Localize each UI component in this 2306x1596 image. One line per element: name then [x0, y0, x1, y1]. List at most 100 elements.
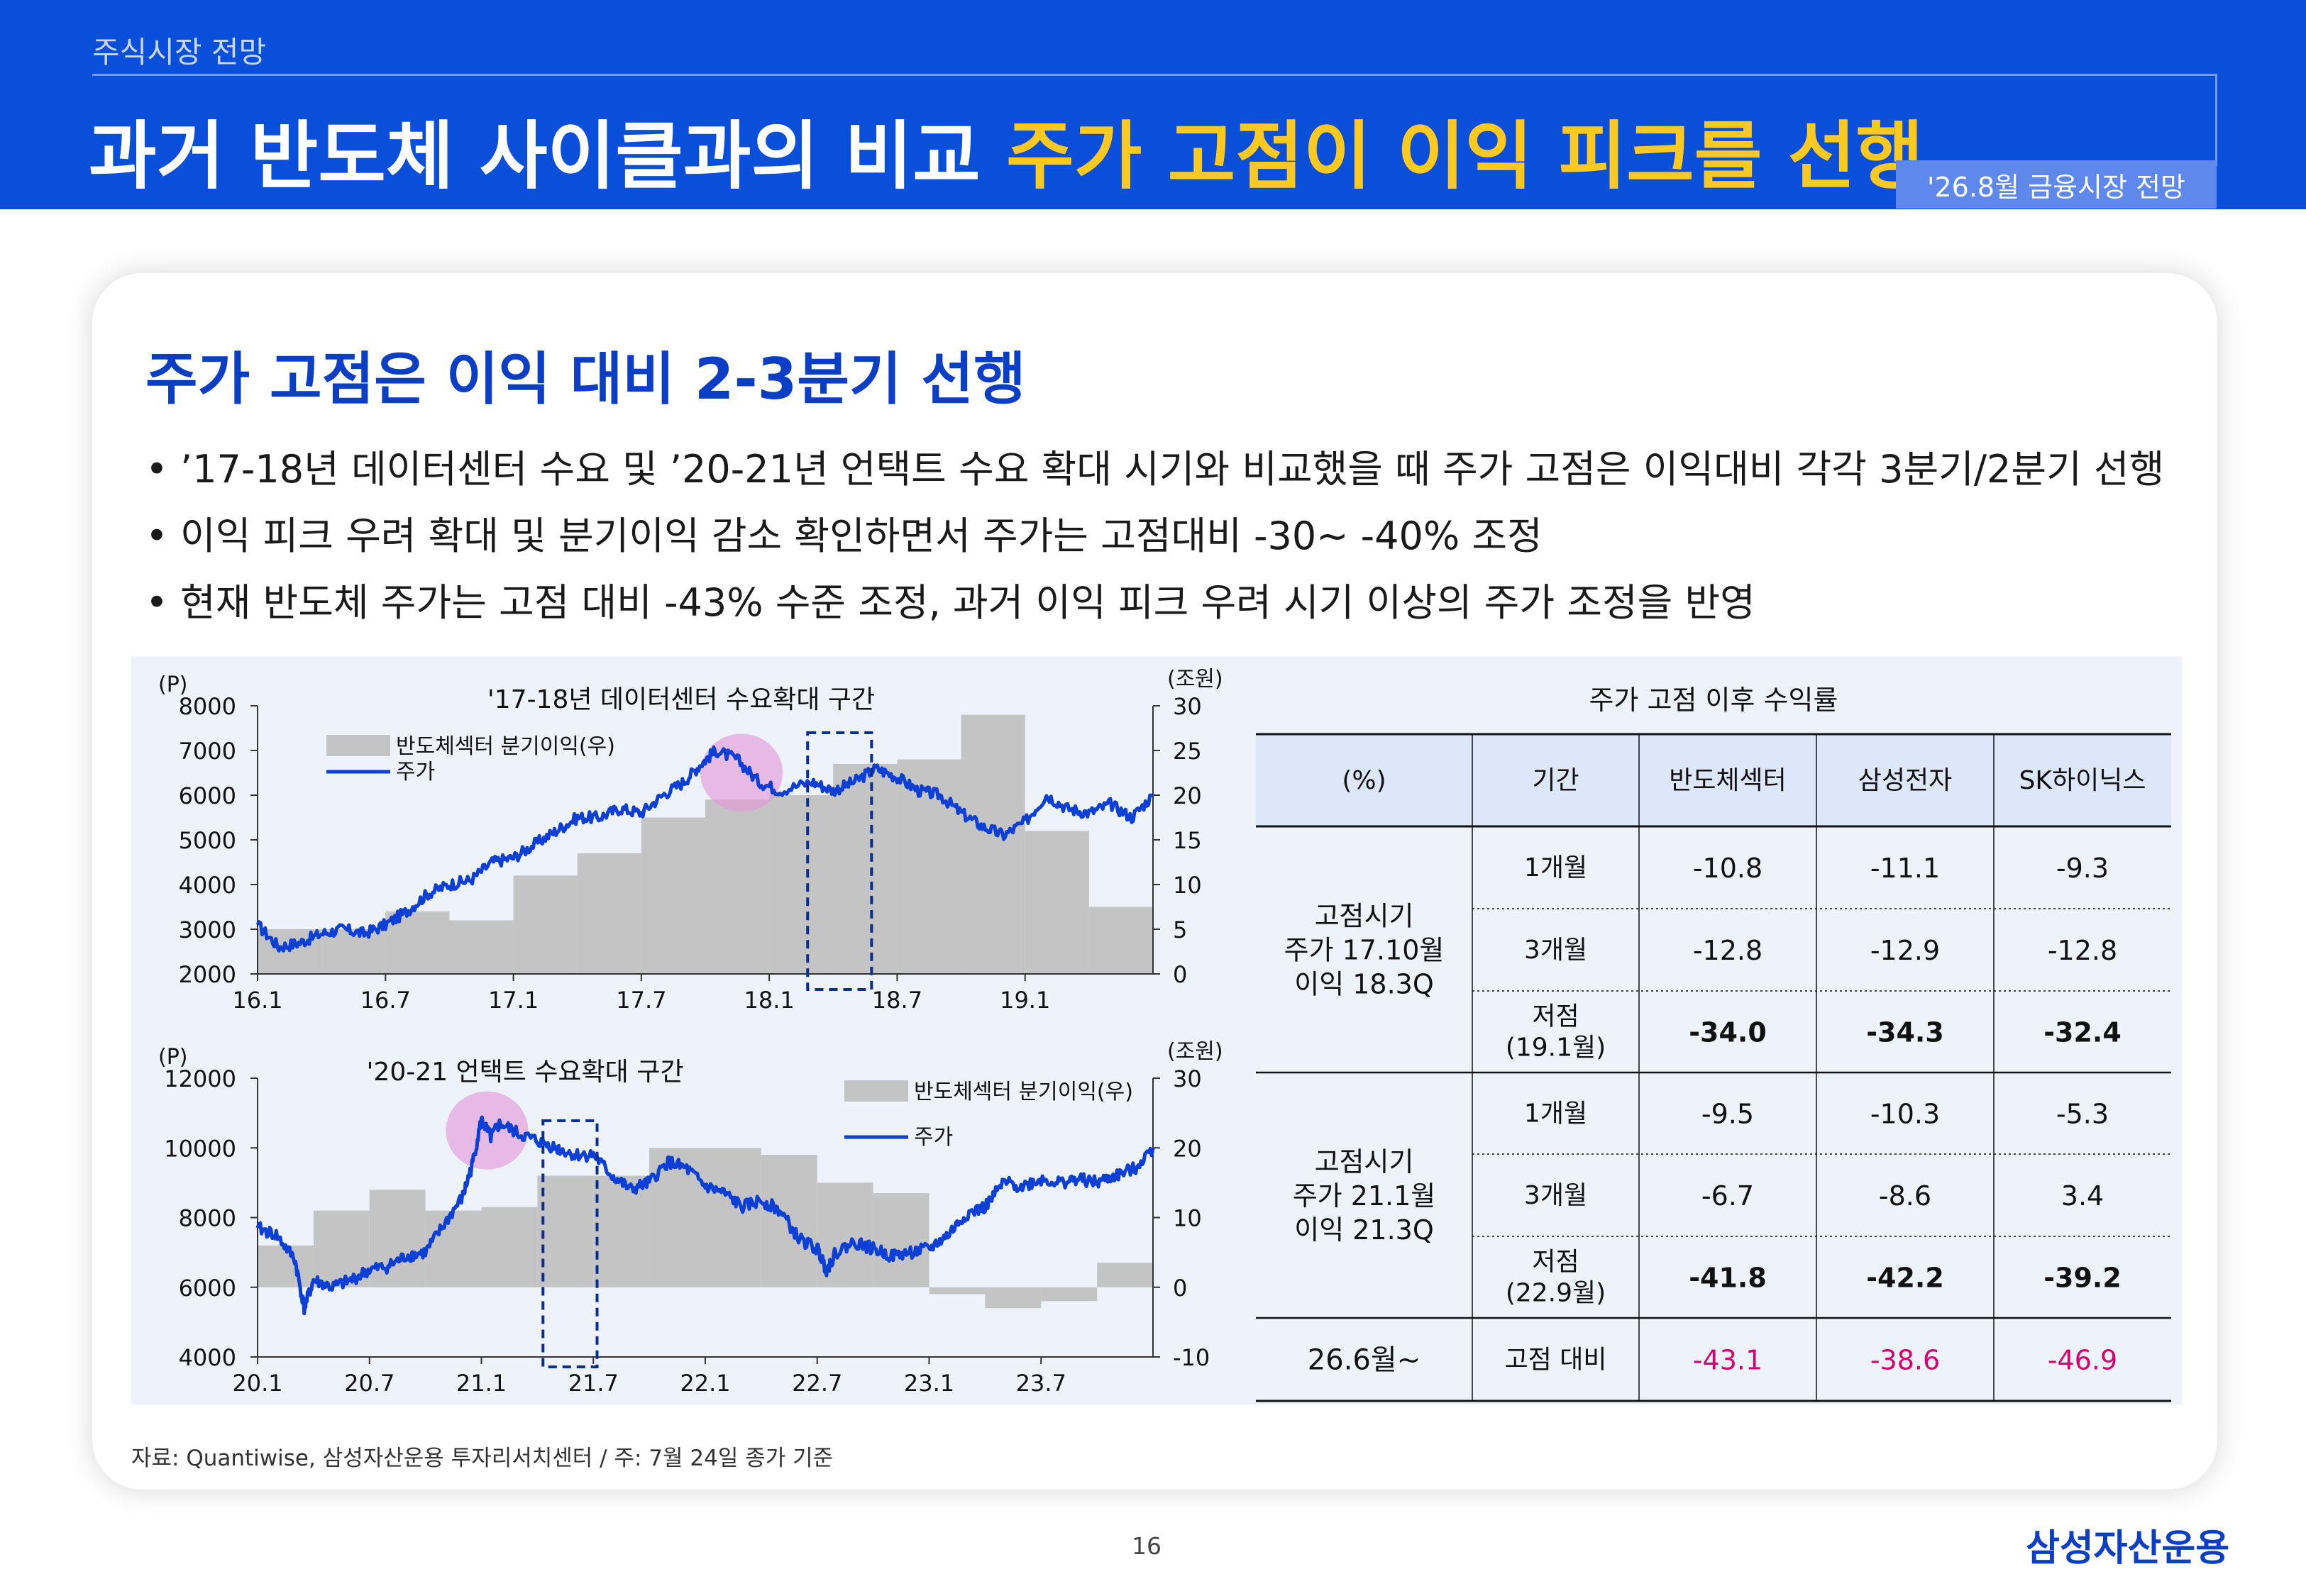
profit-bar — [537, 1175, 594, 1287]
table-period-cell: 1개월 — [1524, 1099, 1587, 1129]
table-period-cell: 저점 — [1532, 1248, 1579, 1277]
y-tick-label-right: 10 — [1173, 1205, 1202, 1232]
price-line — [255, 745, 1154, 953]
y-unit-left: (P) — [158, 1045, 188, 1070]
legend-label-bar: 반도체섹터 분기이익(우) — [914, 1080, 1133, 1104]
chart-panel: 8000 7000 6000 5000 4000 3000 2000 30 25 20 15 10 5 0… — [131, 656, 2182, 1404]
y-tick-label-left: 2000 — [179, 961, 236, 988]
profit-bar — [833, 763, 898, 974]
table-header-cell: 기간 — [1532, 766, 1579, 795]
bullet-item: 현재 반도체 주가는 고점 대비 -43% 수준 조정, 과거 이익 피크 우려… — [145, 570, 2164, 636]
table-value-cell: -12.8 — [2048, 935, 2117, 966]
y-tick-label-left: 7000 — [179, 738, 236, 765]
y-tick-label-left: 6000 — [179, 782, 236, 809]
legend-label-line: 주가 — [396, 760, 435, 785]
y-tick-label-left: 4000 — [179, 872, 236, 899]
table-value-cell: -8.6 — [1879, 1180, 1931, 1212]
y-tick-label-left: 6000 — [179, 1275, 236, 1302]
header-divider-vertical — [2215, 74, 2217, 166]
y-tick-label-right: 5 — [1173, 916, 1187, 943]
table-value-cell: -32.4 — [2043, 1017, 2122, 1048]
breadcrumb: 주식시장 전망 — [92, 35, 267, 70]
profit-bar — [593, 1175, 650, 1287]
profit-bar — [577, 853, 641, 974]
y-tick-label-left: 8000 — [179, 1205, 236, 1232]
x-tick-label: 18.1 — [744, 987, 795, 1014]
y-tick-label-right: -10 — [1173, 1344, 1210, 1371]
bullet-item: ’17-18년 데이터센터 수요 및 ’20-21년 언택트 수요 확대 시기와… — [145, 436, 2164, 503]
header-divider — [92, 74, 2217, 76]
table-group-label: 주가 21.1월 — [1293, 1180, 1436, 1212]
x-tick-label: 22.1 — [680, 1370, 730, 1397]
y-tick-label-left: 4000 — [179, 1344, 236, 1371]
table-value-cell: -38.6 — [1870, 1345, 1940, 1376]
table-header-bg — [1256, 734, 2171, 826]
profit-bar — [641, 817, 705, 974]
profit-bar — [449, 920, 514, 974]
table-value-cell: -10.3 — [1870, 1099, 1940, 1130]
table-header-cell: SK하이닉스 — [2019, 766, 2146, 795]
y-unit-right: (조원) — [1167, 667, 1223, 692]
x-tick-label: 16.1 — [232, 987, 282, 1014]
report-badge: '26.8월 금융시장 전망 — [1896, 160, 2217, 209]
peak-earnings-box — [806, 731, 873, 991]
peak-circle — [700, 733, 783, 812]
y-unit-right: (조원) — [1167, 1039, 1223, 1064]
legend-swatch-bar — [326, 735, 390, 756]
table-value-cell: -10.8 — [1693, 853, 1762, 884]
profit-bar — [1025, 831, 1089, 974]
profit-bar — [705, 799, 770, 974]
profit-bar — [481, 1207, 538, 1287]
x-tick-label: 23.1 — [904, 1370, 954, 1397]
source-note: 자료: Quantiwise, 삼성자산운용 투자리서치센터 / 주: 7월 2… — [131, 1446, 834, 1471]
page-title: 과거 반도체 사이클과의 비교 주가 고점이 이익 피크를 선행 — [89, 96, 1924, 203]
table-header-cell: 반도체섹터 — [1669, 766, 1787, 795]
x-tick-label: 21.7 — [568, 1370, 619, 1397]
table-group-label: 주가 17.10월 — [1284, 935, 1445, 966]
peak-earnings-box — [541, 1119, 599, 1368]
y-tick-label-left: 5000 — [179, 827, 236, 854]
x-tick-label: 21.1 — [456, 1370, 507, 1397]
x-tick-label: 20.7 — [344, 1370, 395, 1397]
table-value-cell: -43.1 — [1693, 1345, 1762, 1376]
x-tick-label: 23.7 — [1016, 1370, 1066, 1397]
table-value-cell: -34.3 — [1866, 1017, 1944, 1048]
y-tick-label-left: 8000 — [179, 693, 236, 720]
profit-bar — [369, 1190, 426, 1287]
x-tick-label: 17.7 — [616, 987, 666, 1014]
x-tick-label: 18.7 — [872, 987, 922, 1014]
y-tick-label-left: 10000 — [164, 1135, 236, 1162]
profit-bar — [425, 1210, 482, 1287]
profit-bar — [1097, 1263, 1153, 1287]
chart-title: '17-18년 데이터센터 수요확대 구간 — [487, 685, 875, 714]
table-value-cell: -11.1 — [1870, 853, 1940, 884]
x-tick-label: 20.1 — [232, 1370, 282, 1397]
y-tick-label-right: 30 — [1173, 693, 1202, 720]
table-value-cell: -39.2 — [2043, 1263, 2122, 1294]
y-tick-label-right: 15 — [1173, 827, 1202, 854]
profit-bar — [873, 1193, 929, 1287]
table-value-cell: -46.9 — [2048, 1345, 2117, 1376]
y-tick-label-left: 3000 — [179, 916, 236, 943]
profit-bar — [705, 1148, 761, 1287]
profit-bar — [769, 795, 834, 974]
table-value-cell: -42.2 — [1866, 1263, 1944, 1294]
table-value-cell: -12.9 — [1870, 935, 1940, 966]
table-group-label: 고점시기 — [1315, 1146, 1414, 1177]
profit-bar — [985, 1287, 1042, 1309]
table-value-cell: -41.8 — [1689, 1263, 1767, 1294]
legend-swatch-bar — [844, 1080, 908, 1102]
table-group-label: 이익 18.3Q — [1294, 969, 1434, 1000]
table-period-cell: 고점 대비 — [1505, 1346, 1607, 1375]
y-tick-label-right: 25 — [1173, 738, 1202, 765]
y-tick-label-right: 10 — [1173, 872, 1202, 899]
table-period-cell: (19.1월) — [1506, 1033, 1606, 1063]
table-header-cell: 삼성전자 — [1858, 766, 1952, 795]
x-tick-label: 17.1 — [488, 987, 539, 1014]
bullet-list: ’17-18년 데이터센터 수요 및 ’20-21년 언택트 수요 확대 시기와… — [145, 436, 2164, 636]
table-value-cell: 3.4 — [2061, 1180, 2104, 1212]
table-value-cell: -5.3 — [2056, 1099, 2109, 1130]
profit-bar — [961, 714, 1025, 974]
y-tick-label-right: 20 — [1173, 782, 1202, 809]
table-value-cell: -12.8 — [1693, 935, 1762, 966]
